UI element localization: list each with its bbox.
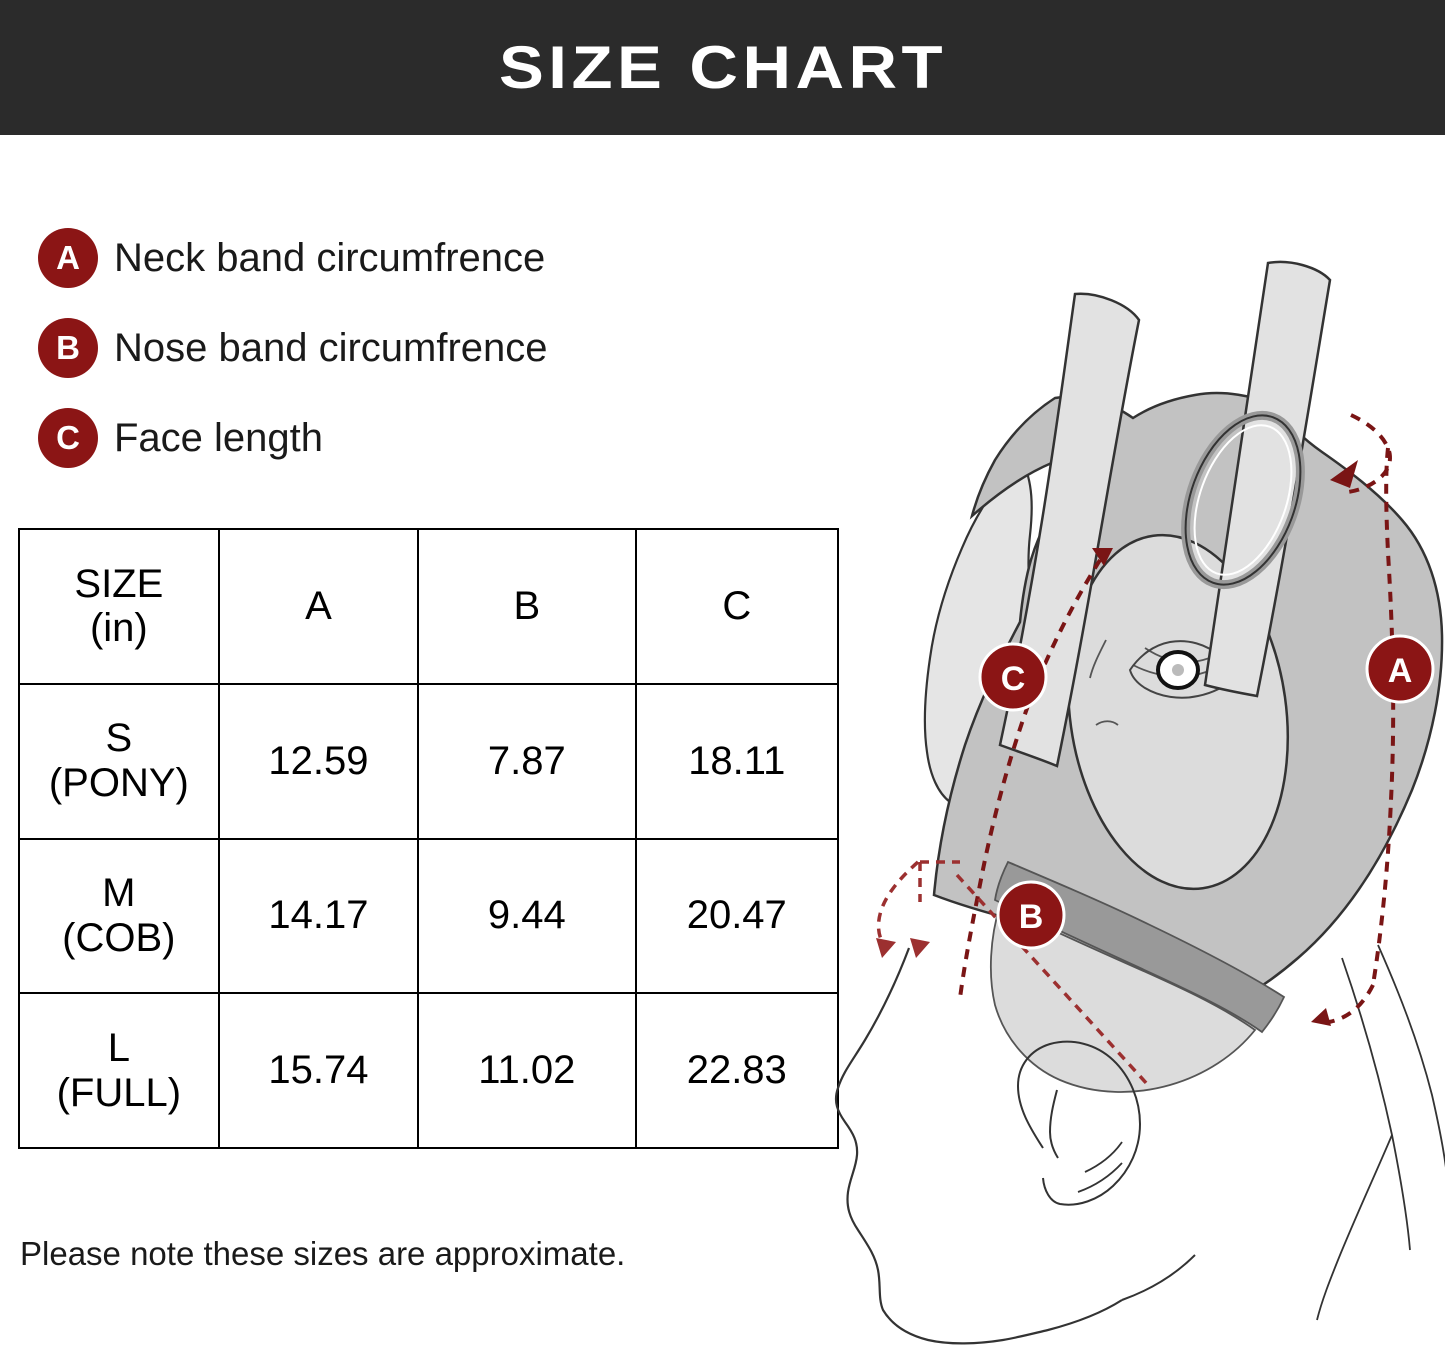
svg-text:C: C xyxy=(1001,660,1026,698)
svg-text:B: B xyxy=(1019,898,1044,936)
svg-text:A: A xyxy=(1388,652,1413,690)
